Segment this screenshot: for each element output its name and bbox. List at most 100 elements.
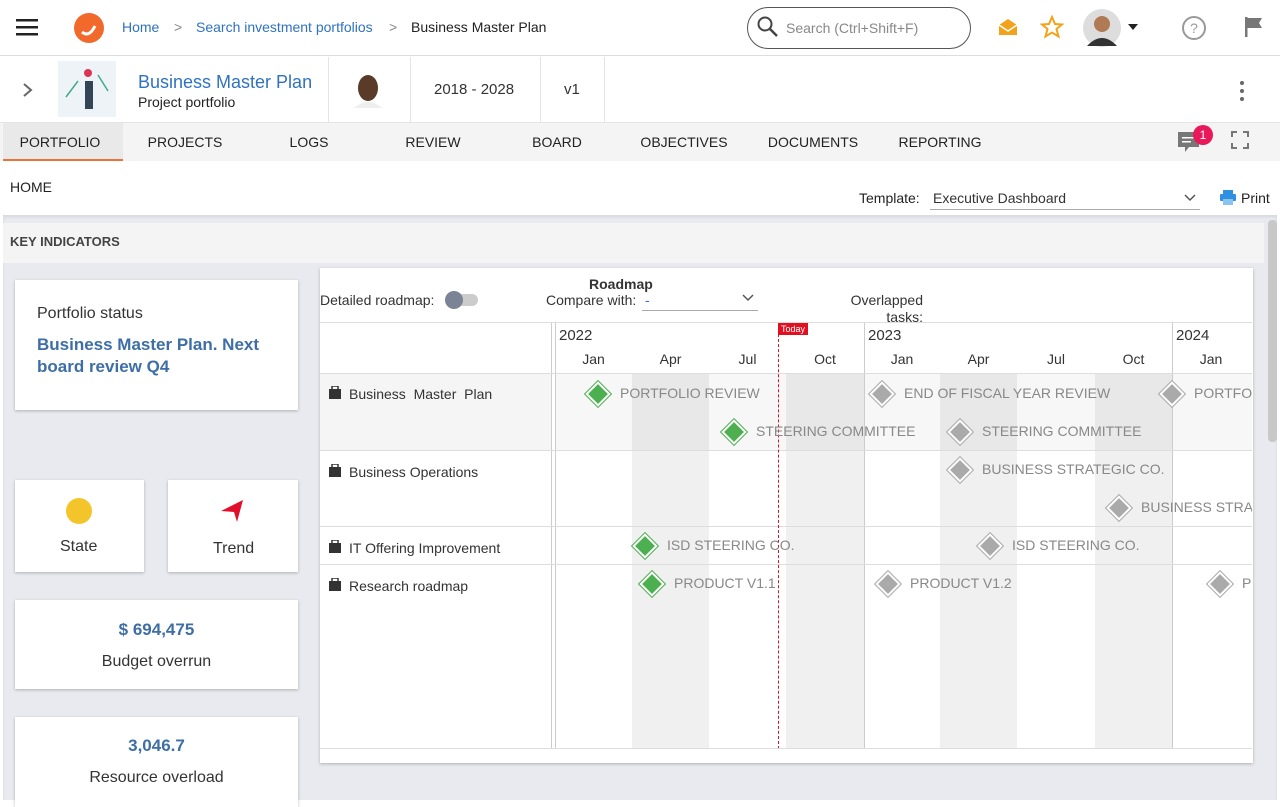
dropdown-arrow [1184, 194, 1196, 202]
month-label: Jan [1199, 351, 1223, 367]
breadcrumb-home[interactable]: Home [122, 19, 160, 35]
help-icon[interactable]: ? [1181, 15, 1207, 41]
top-bar [0, 0, 1280, 56]
scrollbar[interactable] [1268, 220, 1277, 442]
milestone-label[interactable]: BUSINESS STRAT [1141, 499, 1252, 515]
flag-icon[interactable] [1244, 16, 1264, 38]
milestone-label[interactable]: ISD STEERING CO. [1012, 537, 1140, 553]
portfolio-period: 2018 - 2028 [434, 81, 515, 98]
milestone-label[interactable]: PR [1242, 575, 1252, 591]
tab[interactable]: LOGS [289, 134, 329, 150]
today-label: Today [778, 323, 809, 335]
month-label: Oct [1122, 351, 1145, 367]
shaded-quarter [786, 373, 864, 748]
mail-icon[interactable] [998, 17, 1018, 37]
more-button[interactable] [1238, 80, 1246, 102]
print-button[interactable]: Print [1241, 190, 1270, 206]
favorite-icon[interactable] [1040, 15, 1064, 39]
milestone-label[interactable]: PORTFOL [1194, 385, 1252, 401]
row-header-bg [320, 373, 552, 450]
user-avatar[interactable] [1083, 8, 1143, 48]
month-label: Jul [738, 351, 757, 367]
milestone-label[interactable]: STEERING COMMITTEE [756, 423, 916, 439]
manager-avatar [354, 75, 382, 108]
divider [540, 57, 541, 122]
project-name[interactable]: Business Master Plan [349, 386, 493, 402]
fullscreen-button[interactable] [1231, 131, 1249, 149]
project-icon [329, 464, 341, 477]
expand-button[interactable] [22, 82, 34, 98]
row-line [320, 373, 1252, 374]
search-placeholder: Search (Ctrl+Shift+F) [786, 20, 919, 36]
portfolio-version: v1 [564, 81, 580, 98]
project-icon [329, 540, 341, 553]
resource-card [15, 717, 298, 807]
month-label: Oct [814, 351, 836, 367]
tab[interactable]: OBJECTIVES [640, 134, 728, 150]
state-indicator [66, 498, 92, 524]
print-icon[interactable] [1220, 190, 1236, 205]
project-name[interactable]: IT Offering Improvement [349, 540, 501, 556]
compare-select[interactable] [642, 288, 758, 311]
menu-button[interactable] [16, 18, 40, 38]
month-label: Apr [967, 351, 990, 367]
budget-value: $ 694,475 [118, 620, 195, 639]
compare-value: - [645, 292, 650, 308]
detailed-label: Detailed roadmap: [320, 292, 435, 308]
year-label: 2022 [559, 327, 593, 344]
trend-indicator [221, 500, 243, 522]
project-name[interactable]: Business Operations [349, 464, 479, 480]
milestone-label[interactable]: END OF FISCAL YEAR REVIEW [904, 385, 1111, 401]
active-tab-indicator [3, 123, 123, 161]
roadmap-grid: 2022 2023 2024 Jan Apr Jul Oct Jan Apr Jul Oct Jan T… [320, 322, 1252, 749]
resource-value: 3,046.7 [128, 736, 185, 755]
today-line [778, 329, 779, 748]
tab[interactable]: REPORTING [898, 134, 982, 150]
year-line [1172, 323, 1173, 748]
milestone-label[interactable]: PRODUCT V1.2 [910, 575, 1012, 591]
tab[interactable]: BOARD [532, 134, 582, 150]
milestone-label[interactable]: BUSINESS STRATEGIC CO. [982, 461, 1165, 477]
milestone-label[interactable]: PORTFOLIO REVIEW [620, 385, 760, 401]
project-name[interactable]: Research roadmap [349, 578, 469, 594]
search-box[interactable] [747, 7, 971, 49]
svg-text:?: ? [1190, 20, 1198, 36]
page-breadcrumb: HOME [10, 179, 52, 195]
milestone-marker[interactable] [1205, 569, 1235, 599]
status-label: Portfolio status [37, 305, 143, 322]
budget-card [15, 600, 298, 689]
tab[interactable]: PROJECTS [147, 134, 223, 150]
breadcrumb-current: Business Master Plan [411, 19, 547, 35]
template-value: Executive Dashboard [933, 190, 1067, 206]
separator: > [389, 19, 398, 35]
month-label: Apr [659, 351, 682, 367]
month-label: Jan [890, 351, 914, 367]
section-header [3, 223, 1264, 263]
row-line [320, 564, 1252, 565]
tab[interactable]: REVIEW [405, 134, 461, 150]
overlapped-label: Overlapped tasks: [850, 292, 923, 322]
roadmap-title: Roadmap [589, 276, 653, 292]
portfolio-subtitle: Project portfolio [138, 94, 236, 110]
year-line [555, 323, 556, 748]
project-icon [329, 578, 341, 591]
divider [410, 57, 411, 122]
status-text: Business Master Plan. Next board review … [37, 335, 260, 376]
milestone-marker[interactable] [873, 569, 903, 599]
milestone-label[interactable]: PRODUCT V1.1 [674, 575, 776, 591]
milestone-label[interactable]: ISD STEERING CO. [667, 537, 795, 553]
tab-bar [0, 123, 1280, 161]
logo[interactable] [73, 12, 105, 44]
tab[interactable]: PORTFOLIO [19, 134, 101, 150]
month-label: Jul [1047, 351, 1065, 367]
template-select[interactable] [930, 187, 1200, 210]
breadcrumb-search[interactable]: Search investment portfolios [196, 19, 373, 35]
portfolio-image [58, 61, 116, 117]
resource-label: Resource overload [89, 769, 224, 786]
shaded-quarter [632, 373, 709, 748]
search-icon [757, 16, 778, 37]
tab[interactable]: DOCUMENTS [767, 134, 859, 150]
milestone-label[interactable]: STEERING COMMITTEE [982, 423, 1142, 439]
name-column-border [551, 323, 552, 748]
